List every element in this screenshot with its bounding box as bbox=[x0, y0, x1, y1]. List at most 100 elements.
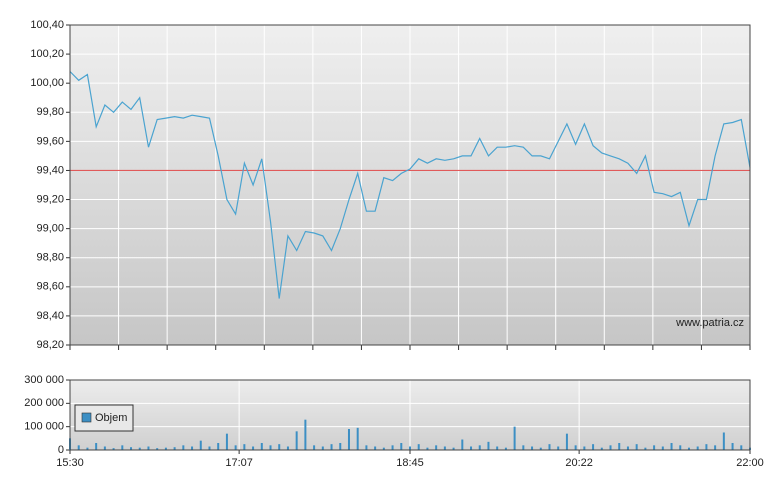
volume-bar bbox=[522, 445, 525, 450]
y-tick-label: 99,60 bbox=[36, 135, 64, 147]
volume-bar bbox=[382, 447, 385, 450]
volume-bar bbox=[286, 446, 289, 450]
volume-bar bbox=[548, 444, 551, 450]
volume-bar bbox=[565, 433, 568, 450]
y-tick-label: 99,80 bbox=[36, 106, 64, 118]
volume-bar bbox=[435, 445, 438, 450]
volume-bar bbox=[130, 447, 133, 450]
volume-bar bbox=[243, 444, 246, 450]
volume-bar bbox=[687, 447, 690, 450]
volume-bar bbox=[208, 446, 211, 450]
volume-bar bbox=[496, 446, 499, 450]
volume-bar bbox=[600, 447, 603, 450]
x-tick-label: 17:07 bbox=[225, 457, 253, 469]
volume-bar bbox=[574, 445, 577, 450]
volume-bar bbox=[252, 446, 255, 450]
volume-bar bbox=[191, 446, 194, 450]
volume-bar bbox=[77, 445, 80, 450]
y-tick-label: 98,80 bbox=[36, 252, 64, 264]
volume-bar bbox=[260, 443, 263, 450]
volume-bar bbox=[635, 444, 638, 450]
volume-bar bbox=[470, 446, 473, 450]
y-tick-label: 0 bbox=[58, 444, 64, 456]
volume-bar bbox=[583, 446, 586, 450]
legend-swatch bbox=[81, 412, 92, 423]
x-tick-label: 20:22 bbox=[565, 457, 593, 469]
volume-bar bbox=[147, 446, 150, 450]
volume-bar bbox=[670, 443, 673, 450]
x-tick-label: 22:00 bbox=[736, 457, 764, 469]
plot-frame bbox=[69, 24, 751, 346]
volume-bar bbox=[426, 447, 429, 450]
volume-bar bbox=[609, 445, 612, 450]
volume-bar bbox=[705, 444, 708, 450]
y-tick-label: 100 000 bbox=[24, 421, 64, 433]
volume-bar bbox=[531, 446, 534, 450]
y-tick-label: 100,20 bbox=[30, 48, 64, 60]
volume-bar bbox=[103, 446, 106, 450]
volume-bar bbox=[478, 445, 481, 450]
watermark: www.patria.cz bbox=[675, 317, 744, 329]
volume-bar bbox=[339, 443, 342, 450]
volume-bar bbox=[722, 432, 725, 450]
volume-bar bbox=[400, 443, 403, 450]
y-tick-label: 98,60 bbox=[36, 281, 64, 293]
volume-bar bbox=[321, 446, 324, 450]
volume-bar bbox=[330, 444, 333, 450]
volume-bar bbox=[679, 445, 682, 450]
volume-bar bbox=[112, 448, 115, 450]
plot-frame bbox=[69, 379, 751, 451]
volume-bar bbox=[557, 446, 560, 450]
volume-bar bbox=[539, 447, 542, 450]
volume-bar bbox=[365, 445, 368, 450]
volume-bar bbox=[225, 433, 228, 450]
x-tick-label: 15:30 bbox=[56, 457, 84, 469]
y-tick-label: 99,40 bbox=[36, 164, 64, 176]
volume-bar bbox=[513, 426, 516, 450]
volume-bar bbox=[461, 439, 464, 450]
volume-bar bbox=[86, 447, 89, 450]
volume-bar bbox=[714, 445, 717, 450]
volume-bar bbox=[618, 443, 621, 450]
volume-bar bbox=[173, 447, 176, 450]
volume-bar bbox=[661, 446, 664, 450]
legend-label: Objem bbox=[95, 412, 127, 424]
volume-bar bbox=[417, 444, 420, 450]
volume-bar bbox=[182, 445, 185, 450]
volume-bar bbox=[304, 419, 307, 450]
y-tick-label: 98,40 bbox=[36, 310, 64, 322]
volume-bar bbox=[156, 448, 159, 450]
volume-bar bbox=[592, 444, 595, 450]
volume-bar bbox=[653, 445, 656, 450]
volume-bar bbox=[356, 427, 359, 450]
volume-bar bbox=[504, 447, 507, 450]
volume-bar bbox=[217, 443, 220, 450]
volume-bar bbox=[443, 446, 446, 450]
volume-bar bbox=[199, 440, 202, 450]
volume-bar bbox=[626, 446, 629, 450]
volume-bar bbox=[121, 445, 124, 450]
volume-bar bbox=[696, 446, 699, 450]
volume-bar bbox=[409, 446, 411, 450]
volume-bar bbox=[95, 443, 98, 450]
volume-bar bbox=[740, 445, 743, 450]
volume-bar bbox=[731, 443, 734, 450]
volume-bar bbox=[295, 431, 298, 450]
volume-bar bbox=[644, 447, 647, 450]
y-tick-label: 300 000 bbox=[24, 374, 64, 386]
price-line bbox=[69, 71, 751, 299]
y-tick-label: 200 000 bbox=[24, 397, 64, 409]
volume-bar bbox=[452, 447, 455, 450]
volume-bar bbox=[347, 429, 350, 450]
x-tick-label: 18:45 bbox=[396, 457, 424, 469]
y-tick-label: 99,20 bbox=[36, 193, 64, 205]
volume-bar bbox=[138, 447, 141, 450]
y-tick-label: 99,00 bbox=[36, 223, 64, 235]
y-tick-label: 100,40 bbox=[30, 19, 64, 31]
volume-bar bbox=[269, 445, 272, 450]
y-tick-label: 100,00 bbox=[30, 77, 64, 89]
volume-bar bbox=[164, 447, 167, 450]
volume-bar bbox=[374, 446, 377, 450]
y-tick-label: 98,20 bbox=[36, 339, 64, 351]
